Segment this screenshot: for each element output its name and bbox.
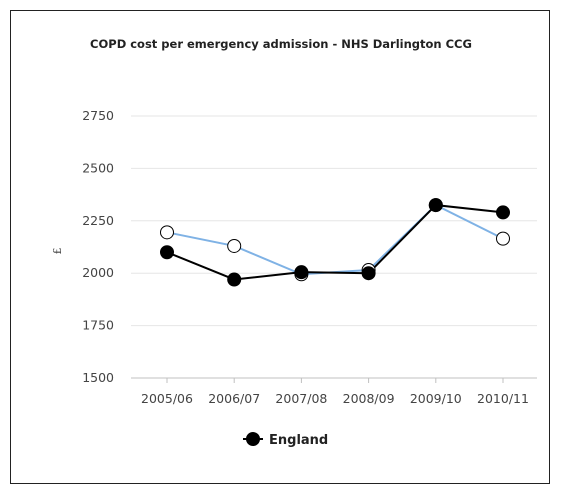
y-tick-label: 1500 <box>82 370 114 385</box>
x-tick-label: 2006/07 <box>208 391 260 406</box>
data-point[interactable] <box>160 245 174 260</box>
y-tick-label: 2750 <box>82 108 114 123</box>
series-lines <box>166 203 504 281</box>
x-tick-label: 2008/09 <box>343 391 395 406</box>
y-tick-label: 2500 <box>82 160 114 175</box>
y-tick-label: 2250 <box>82 213 114 228</box>
data-point[interactable] <box>496 231 510 246</box>
y-axis-label: £ <box>51 248 64 255</box>
x-tick-label: 2010/11 <box>477 391 529 406</box>
legend-label[interactable]: England <box>269 433 328 448</box>
series-line <box>166 203 504 276</box>
data-point[interactable] <box>428 198 443 213</box>
x-axis-ticks: 2005/06 2006/07 2007/08 2008/09 2009/10 2010/… <box>131 377 537 406</box>
series-line <box>166 204 504 281</box>
chart-title: COPD cost per emergency admission - NHS … <box>90 37 472 51</box>
x-tick-label: 2007/08 <box>275 391 327 406</box>
y-tick-label: 2000 <box>82 265 114 280</box>
chart-frame: COPD cost per emergency admission - NHS … <box>10 10 550 484</box>
data-point[interactable] <box>496 205 510 220</box>
data-point[interactable] <box>361 266 376 281</box>
y-tick-label: 1750 <box>82 318 114 333</box>
grid-lines <box>131 115 537 379</box>
legend-marker <box>246 432 260 446</box>
x-tick-label: 2005/06 <box>141 391 193 406</box>
data-point[interactable] <box>227 238 242 253</box>
y-axis-ticks: 1500 1750 2000 2250 2500 2750 <box>82 108 114 385</box>
data-point[interactable] <box>160 225 174 240</box>
data-point[interactable] <box>294 265 309 280</box>
x-tick-label: 2009/10 <box>410 391 462 406</box>
data-point[interactable] <box>227 272 242 287</box>
legend: England <box>243 432 328 448</box>
series-points <box>160 198 510 287</box>
